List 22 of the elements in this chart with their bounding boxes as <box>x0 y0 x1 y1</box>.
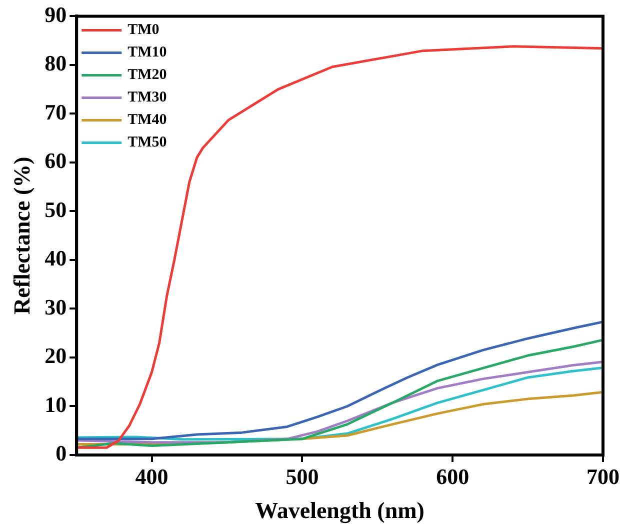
y-axis-title: Reflectance (%) <box>10 156 35 314</box>
y-tick-label: 0 <box>56 440 67 466</box>
legend-label: TM30 <box>128 90 167 106</box>
x-tick-label: 500 <box>286 464 319 489</box>
y-tick-label: 60 <box>44 148 67 174</box>
legend-label: TM20 <box>128 67 167 84</box>
legend-label: TM10 <box>128 44 167 61</box>
x-tick-label: 600 <box>436 464 470 489</box>
x-axis-title: Wavelength (nm) <box>255 498 424 524</box>
x-tick-label: 700 <box>586 464 620 489</box>
y-tick-label: 30 <box>44 294 67 320</box>
y-tick-label: 70 <box>44 99 67 124</box>
y-tick-label: 90 <box>44 2 67 27</box>
y-tick-label: 20 <box>44 343 67 368</box>
y-tick-label: 10 <box>44 392 67 417</box>
x-tick-label: 400 <box>135 464 168 489</box>
y-tick-label: 50 <box>44 196 67 222</box>
legend-label: TM50 <box>128 134 167 151</box>
y-tick-label: 80 <box>44 50 67 76</box>
y-tick-label: 40 <box>44 246 67 271</box>
legend-label: TM40 <box>128 112 167 128</box>
legend-label: TM0 <box>128 22 160 38</box>
